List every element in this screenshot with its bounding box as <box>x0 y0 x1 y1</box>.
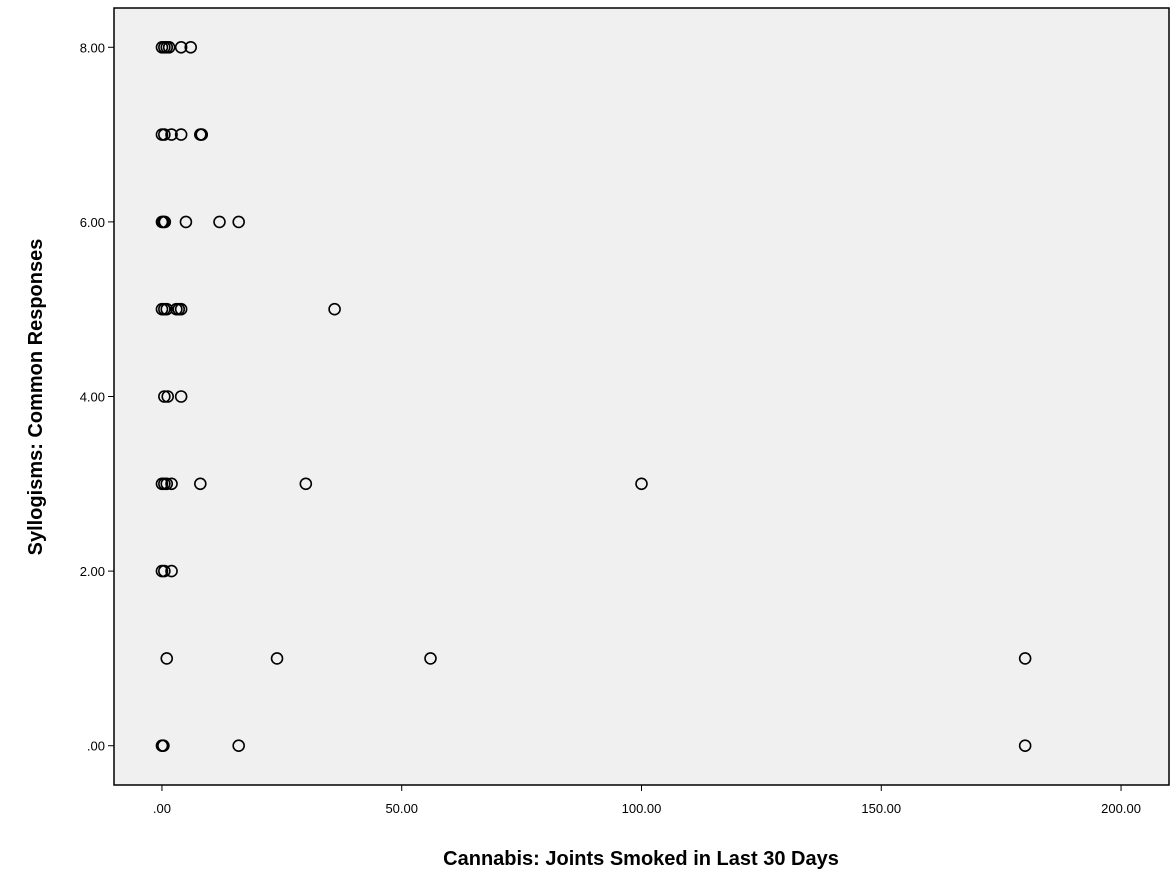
data-point <box>424 652 437 665</box>
data-point <box>162 40 176 54</box>
x-tick-label: 50.00 <box>385 801 418 816</box>
y-tick-label: 2.00 <box>80 564 105 579</box>
x-tick-label: 100.00 <box>622 801 662 816</box>
y-tick-label: 4.00 <box>80 390 105 405</box>
data-point <box>1018 652 1032 665</box>
data-point <box>158 215 172 229</box>
data-point <box>270 652 284 665</box>
x-tick-label: 150.00 <box>861 801 901 816</box>
data-point <box>195 128 209 141</box>
data-point <box>158 128 171 141</box>
data-point <box>635 477 648 491</box>
x-tick-label: 200.00 <box>1101 801 1141 816</box>
data-point <box>160 652 174 665</box>
data-point <box>179 215 193 229</box>
data-point <box>165 564 178 578</box>
plot-area-background <box>113 7 1170 786</box>
data-point <box>174 390 188 403</box>
data-point <box>161 390 175 403</box>
data-point <box>165 477 178 491</box>
data-point <box>165 128 178 141</box>
data-point <box>158 390 171 403</box>
data-point <box>157 739 170 753</box>
y-tick-label: .00 <box>87 739 105 754</box>
data-point <box>158 564 171 578</box>
data-point <box>174 128 188 141</box>
data-point <box>194 477 207 491</box>
data-point <box>184 40 198 54</box>
data-point <box>174 40 188 54</box>
data-point <box>232 215 245 229</box>
y-tick-label: 6.00 <box>80 215 105 230</box>
data-point <box>299 477 313 491</box>
y-tick-label: 8.00 <box>80 40 105 55</box>
x-axis-title: Cannabis: Joints Smoked in Last 30 Days <box>443 848 839 870</box>
data-point <box>160 302 174 316</box>
data-point <box>328 302 341 316</box>
x-axis: .00 50.00 100.00 150.00 200.00 <box>153 785 1141 816</box>
data-point <box>232 739 245 753</box>
data-point <box>1018 739 1032 753</box>
data-point <box>160 477 174 491</box>
y-axis: .00 2.00 4.00 6.00 8.00 <box>80 40 114 754</box>
data-point <box>213 215 226 229</box>
x-tick-label: .00 <box>153 801 171 816</box>
data-points <box>155 40 1032 753</box>
data-point <box>174 302 188 316</box>
y-axis-title: Syllogisms: Common Responses <box>25 239 47 556</box>
